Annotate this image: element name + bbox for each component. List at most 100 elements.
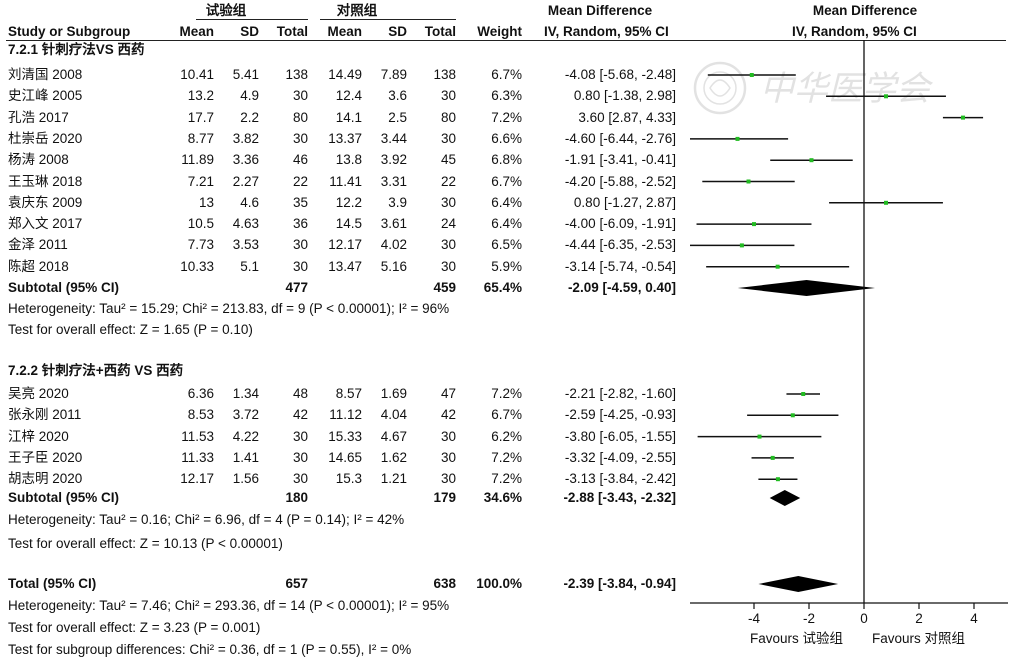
mean1-cell: 8.53 <box>187 407 214 423</box>
mean1-cell: 10.41 <box>180 67 214 82</box>
mean2-cell: 14.5 <box>335 216 362 232</box>
sd2-cell: 4.02 <box>380 237 407 253</box>
total2-cell: 30 <box>440 130 456 146</box>
sd2-cell: 1.21 <box>380 471 407 487</box>
mean1-cell: 8.77 <box>187 130 214 146</box>
total2-cell: 459 <box>433 280 456 295</box>
header-rule <box>6 40 1006 41</box>
subtotal-label: Subtotal (95% CI) <box>8 280 120 295</box>
sd1-cell: 3.36 <box>232 152 259 168</box>
mean1-cell: 7.21 <box>187 173 214 189</box>
sd2-cell: 3.9 <box>388 194 407 210</box>
exp-group-rule <box>196 19 308 20</box>
subgroup-heterogeneity: Heterogeneity: Tau² = 0.16; Chi² = 6.96,… <box>8 512 405 527</box>
sd2-cell: 4.67 <box>380 428 407 444</box>
pooled-diamond <box>737 280 875 296</box>
total1-cell: 80 <box>292 109 308 125</box>
point-estimate <box>757 434 762 439</box>
total1-cell: 30 <box>292 449 308 465</box>
total1-cell: 30 <box>292 237 308 253</box>
total2-cell: 24 <box>440 216 456 232</box>
total2-cell: 30 <box>440 449 456 465</box>
mean1-cell: 7.73 <box>187 237 214 253</box>
point-estimate <box>770 455 775 460</box>
sd1-cell: 2.2 <box>240 109 259 125</box>
pooled-diamond <box>769 490 801 506</box>
x-tick-label: -4 <box>748 611 760 626</box>
ci-cell: -1.91 [-3.41, -0.41] <box>564 152 676 168</box>
total1-cell: 42 <box>292 407 308 423</box>
ci-cell: -4.44 [-6.35, -2.53] <box>564 237 676 253</box>
sd1-cell: 4.9 <box>240 88 259 104</box>
point-estimate <box>884 200 888 205</box>
study-name: 郑入文 2017 <box>8 216 83 232</box>
mean2-cell: 11.12 <box>329 407 362 423</box>
weight-cell: 6.4% <box>491 194 522 210</box>
point-estimate <box>790 413 795 418</box>
ci-cell: -2.21 [-2.82, -1.60] <box>564 386 676 401</box>
point-estimate <box>739 243 744 248</box>
subgroup-title: 7.2.2 针刺疗法+西药 VS 西药 <box>8 363 184 378</box>
subgroup-heterogeneity: Heterogeneity: Tau² = 15.29; Chi² = 213.… <box>8 301 450 316</box>
mean2-cell: 14.65 <box>328 449 362 465</box>
ci-cell: -2.09 [-4.59, 0.40] <box>567 280 676 295</box>
study-name: 刘清国 2008 <box>8 67 83 82</box>
study-name: 袁庆东 2009 <box>8 194 83 210</box>
sd2-cell: 3.31 <box>380 173 407 189</box>
total1-cell: 35 <box>292 194 308 210</box>
mean1-cell: 11.89 <box>181 152 214 168</box>
weight-cell: 6.7% <box>491 67 522 82</box>
sd2-cell: 3.6 <box>388 88 407 104</box>
subgroup-overall-effect: Test for overall effect: Z = 10.13 (P < … <box>8 536 283 551</box>
sd2-cell: 3.92 <box>380 152 407 168</box>
total1-col-header: Total <box>276 24 308 39</box>
total2-cell: 45 <box>440 152 456 168</box>
group-ctrl-header: 对照组 <box>336 3 378 18</box>
total2-col-header: Total <box>424 24 456 39</box>
total1-cell: 30 <box>292 258 308 274</box>
sd2-cell: 5.16 <box>380 258 407 274</box>
study-name: 杨涛 2008 <box>8 152 69 168</box>
point-estimate <box>746 179 751 184</box>
footer-stat-line: Heterogeneity: Tau² = 7.46; Chi² = 293.3… <box>8 598 450 613</box>
total1-cell: 180 <box>285 490 308 505</box>
sd1-cell: 1.34 <box>232 386 259 401</box>
mean2-cell: 13.47 <box>328 258 362 274</box>
study-name: 江梓 2020 <box>8 428 69 444</box>
weight-cell: 100.0% <box>476 576 522 591</box>
ci-cell: -4.08 [-5.68, -2.48] <box>564 67 676 82</box>
study-name: 陈超 2018 <box>8 258 69 274</box>
mean1-cell: 11.33 <box>181 449 214 465</box>
ci-cell: 0.80 [-1.27, 2.87] <box>573 194 676 210</box>
ci-cell: 3.60 [2.87, 4.33] <box>578 109 676 125</box>
study-name: 杜崇岳 2020 <box>8 130 83 146</box>
sd2-cell: 7.89 <box>380 67 407 82</box>
mean1-cell: 6.36 <box>187 386 214 401</box>
group-exp-header: 试验组 <box>205 3 247 18</box>
md-text-header: Mean Difference <box>547 3 653 18</box>
total2-cell: 179 <box>433 490 456 505</box>
sd2-cell: 1.69 <box>380 386 407 401</box>
study-name: 孔浩 2017 <box>8 109 69 125</box>
total1-cell: 30 <box>292 471 308 487</box>
mean2-cell: 14.49 <box>328 67 362 82</box>
weight-cell: 6.7% <box>491 407 522 423</box>
weight-cell: 7.2% <box>491 449 522 465</box>
total2-cell: 22 <box>440 173 456 189</box>
weight-cell: 6.4% <box>491 216 522 232</box>
subgroup-overall-effect: Test for overall effect: Z = 1.65 (P = 0… <box>8 322 253 337</box>
ci-cell: -2.59 [-4.25, -0.93] <box>564 407 676 423</box>
point-estimate <box>775 264 780 269</box>
mean1-cell: 13 <box>198 194 214 210</box>
sd1-cell: 3.53 <box>232 237 259 253</box>
mean1-cell: 12.17 <box>180 471 214 487</box>
study-name: 王玉琳 2018 <box>8 173 83 189</box>
footer-stat-line: Test for overall effect: Z = 3.23 (P = 0… <box>8 620 261 635</box>
total1-cell: 138 <box>285 67 308 82</box>
weight-cell: 6.2% <box>491 428 522 444</box>
weight-cell: 7.2% <box>491 471 522 487</box>
mean1-cell: 13.2 <box>187 88 214 104</box>
weight-col-header: Weight <box>477 24 522 39</box>
total2-cell: 80 <box>440 109 456 125</box>
mean2-col-header: Mean <box>327 24 362 39</box>
